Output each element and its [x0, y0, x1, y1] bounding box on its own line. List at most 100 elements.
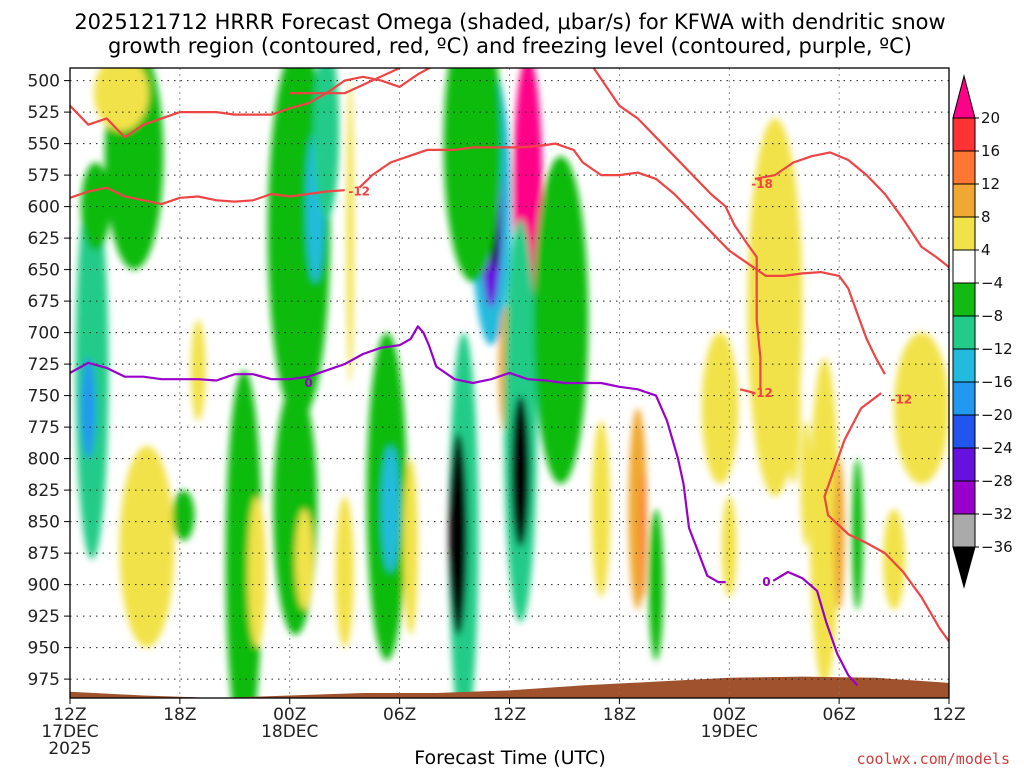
- time-tick-label-8-0: 12Z: [932, 705, 965, 725]
- omega-cell-27: [591, 420, 611, 598]
- omega-cell-14: [381, 446, 400, 572]
- omega-cell-32: [721, 496, 737, 598]
- pressure-tick-label-775: 775: [28, 418, 60, 438]
- pressure-tick-label-825: 825: [28, 481, 60, 501]
- colorbar-band-8: [952, 348, 976, 383]
- colorbar-label-13: −36: [981, 538, 1013, 556]
- omega-cell-21: [443, 68, 503, 283]
- pressure-tick-label-575: 575: [28, 166, 60, 186]
- colorbar-band-4: [952, 216, 976, 251]
- omega-cell-42: [833, 458, 845, 610]
- freezing-contour-label-1: 0: [762, 575, 770, 589]
- pressure-tick-label-750: 750: [28, 387, 60, 407]
- omega-cell-12: [295, 509, 314, 610]
- omega-cell-39: [786, 332, 801, 484]
- time-tick-label-1-0: 18Z: [163, 705, 196, 725]
- dgz-contour-4: [592, 68, 762, 390]
- pressure-tick-label-700: 700: [28, 324, 60, 344]
- time-tick-label-6-0: 00Z: [713, 705, 746, 725]
- omega-cell-46: [883, 509, 906, 610]
- freezing-contour-1: [772, 570, 859, 687]
- omega-cell-4: [93, 68, 149, 131]
- colorbar-band-2: [952, 150, 976, 185]
- omega-cell-25: [511, 395, 530, 547]
- freezing-contour-label-0: 0: [304, 376, 312, 390]
- omega-cell-44: [894, 332, 949, 484]
- dgz-contour-7: [823, 392, 949, 642]
- pressure-tick-label-975: 975: [28, 670, 60, 690]
- pressure-tick-label-850: 850: [28, 513, 60, 533]
- colorbar-band-10: [952, 414, 976, 449]
- omega-cell-31: [701, 332, 739, 484]
- time-tick-label-0-2: 2025: [48, 739, 91, 759]
- freezing-contour-0: [70, 325, 726, 584]
- colorbar-bottom-arrow: [952, 546, 976, 589]
- time-tick-label-0-0: 12Z: [53, 705, 86, 725]
- colorbar-band-11: [952, 447, 976, 482]
- omega-cell-7: [346, 80, 354, 383]
- colorbar-label-1: 16: [981, 142, 1000, 160]
- colorbar-band-9: [952, 381, 976, 416]
- pressure-tick-label-525: 525: [28, 103, 60, 123]
- omega-cell-26: [533, 156, 589, 484]
- omega-cell-48: [335, 496, 354, 648]
- pressure-tick-label-500: 500: [28, 72, 60, 92]
- contour-layer: -18 -12 -12 -12 0 0: [70, 68, 949, 687]
- omega-cell-15: [403, 458, 418, 635]
- omega-cell-11: [273, 383, 318, 635]
- colorbar-label-10: −24: [981, 439, 1013, 457]
- omega-cell-40: [800, 420, 812, 547]
- dgz-contour-label-2: -12: [348, 184, 370, 198]
- colorbar-label-2: 12: [981, 175, 1000, 193]
- omega-cell-34: [247, 496, 266, 648]
- colorbar-band-5: [952, 249, 976, 284]
- colorbar-band-7: [952, 315, 976, 350]
- omega-cell-6: [190, 320, 206, 421]
- omega-cell-5: [119, 446, 175, 648]
- dgz-contour-label-7: -12: [890, 392, 912, 406]
- omega-cell-29: [640, 471, 646, 598]
- pressure-tick-label-550: 550: [28, 135, 60, 155]
- dgz-contour-5: [754, 151, 949, 268]
- omega-cell-17: [449, 433, 468, 635]
- omega-cell-43: [851, 458, 863, 610]
- chart-title-line2: growth region (contoured, red, ºC) and f…: [108, 34, 912, 58]
- pressure-tick-label-675: 675: [28, 292, 60, 312]
- x-axis-label: Forecast Time (UTC): [414, 747, 605, 768]
- chart-title-line1: 2025121712 HRRR Forecast Omega (shaded, …: [74, 10, 945, 34]
- dgz-contour-label-0: -18: [751, 177, 773, 191]
- pressure-tick-label-725: 725: [28, 355, 60, 375]
- pressure-tick-label-600: 600: [28, 198, 60, 218]
- omega-cell-35: [172, 490, 195, 541]
- colorbar-label-7: −12: [981, 340, 1013, 358]
- omega-cell-1: [80, 357, 96, 459]
- time-tick-label-6-1: 19DEC: [701, 722, 758, 742]
- pressure-tick-label-900: 900: [28, 576, 60, 596]
- dgz-contour-0: [289, 68, 401, 95]
- colorbar-band-6: [952, 282, 976, 317]
- colorbar-label-0: 20: [981, 109, 1000, 127]
- pressure-tick-label-950: 950: [28, 639, 60, 659]
- colorbar-label-8: −16: [981, 373, 1013, 391]
- colorbar-label-3: 8: [981, 208, 991, 226]
- pressure-tick-label-925: 925: [28, 607, 60, 627]
- omega-shading: [75, 68, 949, 698]
- colorbar-label-6: −8: [981, 307, 1003, 325]
- colorbar-band-3: [952, 183, 976, 218]
- colorbar-band-1: [952, 117, 976, 152]
- dgz-contour-label-6: -12: [751, 386, 773, 400]
- colorbar-top-arrow: [952, 74, 976, 119]
- colorbar-label-12: −32: [981, 505, 1013, 523]
- omega-cell-10: [313, 68, 340, 220]
- time-tick-label-3-0: 06Z: [383, 705, 416, 725]
- time-tick-label-7-0: 06Z: [822, 705, 855, 725]
- colorbar: 20 16 12 8 4 −4 −8 −12 −16 −20 −24 −28 −32 −36: [952, 74, 1013, 589]
- pressure-tick-label-800: 800: [28, 450, 60, 470]
- colorbar-band-12: [952, 480, 976, 515]
- time-tick-label-5-0: 18Z: [603, 705, 636, 725]
- time-tick-label-0-1: 17DEC: [41, 722, 98, 742]
- colorbar-label-5: −4: [981, 274, 1003, 292]
- dgz-contour-6: [739, 388, 756, 395]
